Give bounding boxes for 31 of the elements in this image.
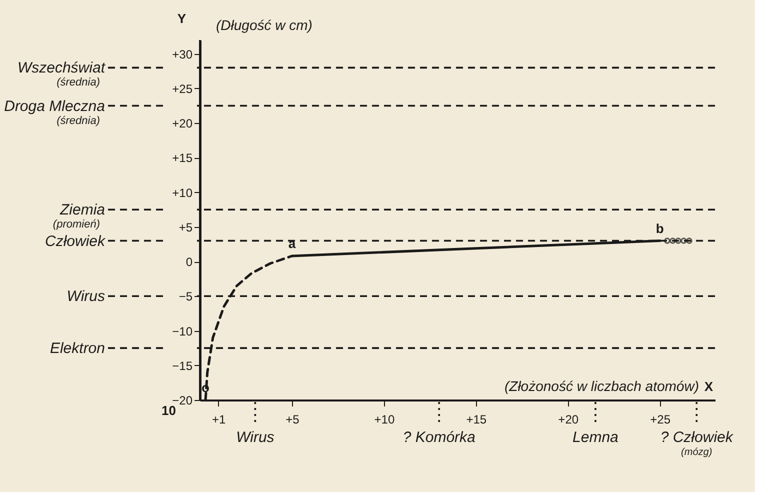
y-tick-label: +30: [172, 47, 193, 62]
ref-line-label: Elektron: [50, 340, 105, 358]
text: Y: [177, 11, 186, 26]
ref-line-label: Droga Mleczna (średnia): [4, 98, 105, 127]
ref-line-label: Wirus: [66, 288, 106, 306]
y-tick-label: −10: [172, 324, 193, 338]
ref-line-label: Ziemia (promień): [52, 202, 105, 231]
y-tick-label: +5: [178, 220, 193, 234]
ref-line-label: Wirus: [236, 429, 275, 446]
annotation: b: [656, 220, 664, 236]
ref-line-label: Człowiek: [44, 232, 106, 250]
x-tick-label: +25: [650, 412, 671, 426]
ref-line-label: ? Człowiek (mózg): [660, 429, 734, 458]
y-tick-label: −5: [178, 290, 193, 304]
y-tick-label: +15: [172, 151, 193, 166]
y-tick-label: 0: [186, 255, 193, 270]
x-tick-label: +10: [374, 412, 395, 426]
y-axis-title: (Długość w cm): [216, 17, 312, 33]
annotation: X: [704, 379, 714, 394]
y-tick-label: +10: [172, 186, 193, 200]
ref-line-label: ? Komórka: [402, 429, 476, 446]
x-tick-label: +20: [558, 412, 579, 426]
x-axis-title: (Złożoność w liczbach atomów): [504, 378, 699, 394]
y-tick-label: −15: [172, 358, 193, 373]
x-tick-label: +5: [286, 412, 300, 426]
x-tick-label: +15: [466, 412, 487, 426]
x-tick-label: +1: [212, 412, 226, 426]
y-tick-label: +25: [172, 82, 193, 96]
ref-line-label: Lemna: [572, 429, 618, 446]
ref-line-label: Wszechświat (średnia): [17, 60, 106, 89]
y-tick-label: +20: [172, 116, 193, 131]
